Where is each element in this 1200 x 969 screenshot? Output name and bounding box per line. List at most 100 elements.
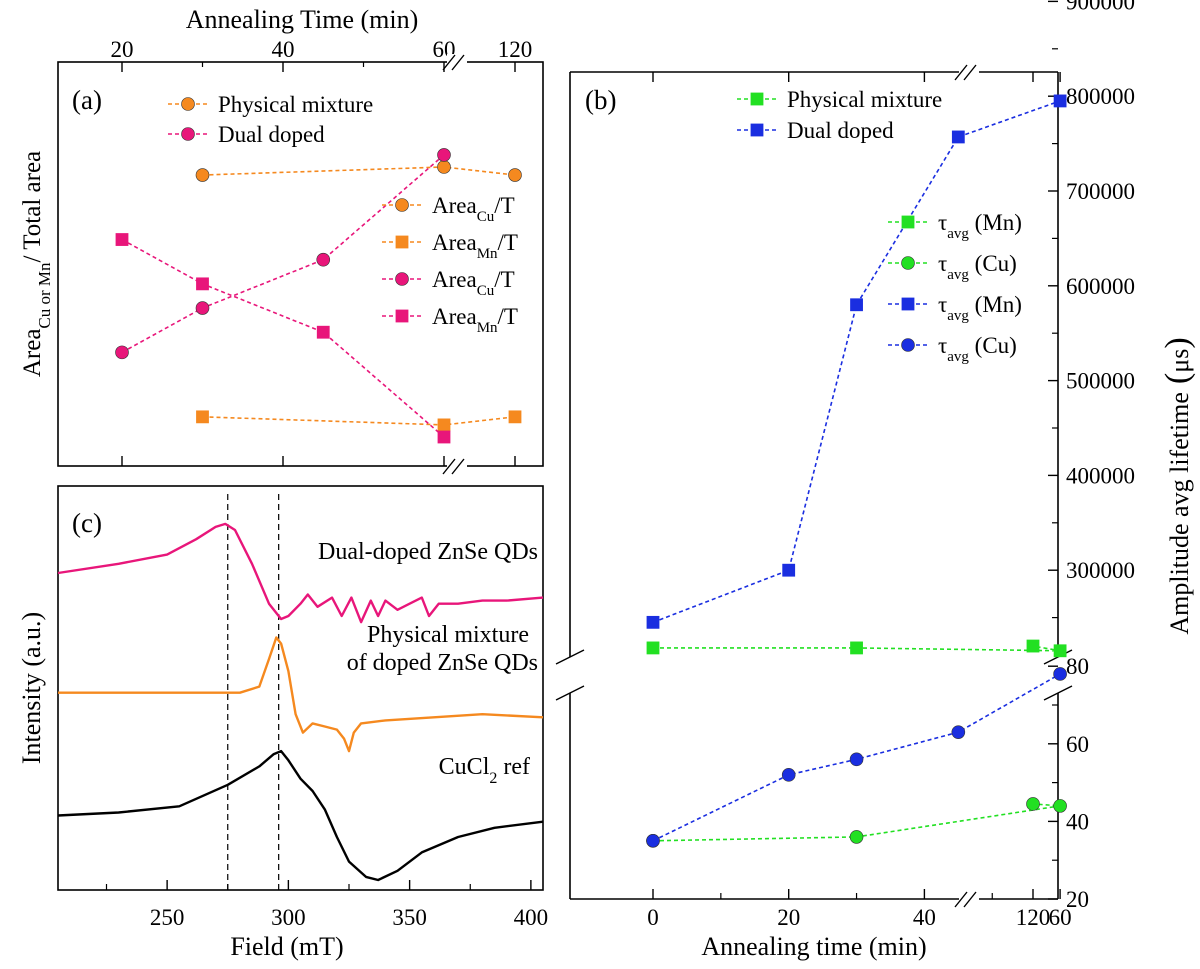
panel-a-x-tick-label: 20 [111,37,134,62]
panel-c-label-dual-doped: Dual-doped ZnSe QDs [318,539,538,565]
panel-a-legend-group-1: Dual doped [168,122,325,147]
panel-b-legend-group-0: Physical mixture [737,87,942,112]
panel-c-label: (c) [72,508,102,538]
panel-b-point [849,830,864,844]
panel-b-series-line [652,100,1061,624]
panel-a-y-axis-title: AreaCu or Mn/ Total area [19,151,54,377]
panel-a-point [316,252,331,267]
panel-a-legend-series-1-marker [395,235,409,249]
panel-b-y-tick-label: 80 [1066,654,1089,679]
panel-b-y-tick-label: 700000 [1066,179,1135,204]
panel-a-legend-group-0: Physical mixture [168,92,373,117]
panel-a-legend-series-3: AreaMn/T [382,304,518,336]
panel-a-series-line [121,238,445,438]
panel-a-point [437,148,451,162]
panel-b-y-tick-label: 600000 [1066,274,1135,299]
panel-b-legend-series-3: τavg (Cu) [888,333,1017,365]
panel-a-frame [57,61,544,467]
panel-b-y-tick-label: 400000 [1066,463,1135,488]
panel-b-x-tick-label: 40 [913,905,936,930]
panel-a-point [508,410,522,424]
panel-b-x-tick-label: 0 [647,905,659,930]
panel-b-y-tick-label: 900000 [1066,0,1135,14]
panel-a-legend-group-1-text: Dual doped [218,122,325,147]
panel-b-legend-series-3-text: τavg (Cu) [938,333,1017,365]
panel-c-label-physical-mixture-line1: Physical mixture [367,622,529,648]
panel-c-x-axis-title: Field (mT) [230,932,343,961]
panel-b-y-tick-label: 800000 [1066,84,1135,109]
panel-a-series-0 [195,160,522,182]
panel-b-legend-series-2-marker [901,297,915,311]
panel-a-point [437,418,451,432]
panel-a-point [115,233,129,246]
panel-a-legend: Physical mixture Dual doped AreaCu/T AreaMn… [168,92,518,336]
panel-a-x-tick-label: 120 [498,37,533,62]
panel-b-point [646,641,660,655]
panel-a-point [508,168,522,182]
panel-c-spectrum-0 [57,522,544,624]
panel-b-legend-series-2: τavg (Mn) [888,292,1022,324]
panel-b-y-axis-title: Amplitude avg lifetime(μs) [1159,337,1196,634]
panel-a-series-line [202,166,516,176]
panel-c-x-ticks: 250 300 350 400 [105,880,549,930]
panel-c-reference-lines [227,494,280,890]
panel-b-point [1053,799,1067,813]
panel-a-series-line [202,416,516,426]
panel-b-y-tick-label: 20 [1066,887,1089,912]
panel-b-legend-group-0-text: Physical mixture [787,87,942,112]
panel-b-x-tick-label: 60 [1049,905,1072,930]
panel-a-legend-series-0-text: AreaCu/T [432,193,515,225]
panel-b-series-3 [646,667,1067,848]
panel-b-y-axis-break [555,649,1073,701]
panel-b-point [1053,94,1067,108]
panel-b-x-tick-label: 120 [1016,905,1051,930]
panel-a-legend-series-1-text: AreaMn/T [432,230,518,262]
panel-a-point [195,168,210,182]
panel-c-label-cucl2-ref: CuCl2 ref [439,754,530,787]
panel-b-y-tick-label: 300000 [1066,558,1135,583]
panel-c-x-tick-label: 250 [150,905,185,930]
panel-b-point [646,833,660,848]
panel-a-legend-group-1-marker [181,127,195,141]
panel-c-y-axis-title: Intensity (a.u.) [17,612,46,764]
panel-b-point [646,615,660,629]
panel-a-legend-series-3-marker [395,309,409,323]
panel-a-point [115,345,129,360]
panel-a-point [195,301,210,315]
panel-c-spectrum-1 [58,636,544,753]
panel-a-legend-series-2: AreaCu/T [382,267,515,299]
panel-b-series-0 [646,639,1067,658]
panel-a-legend-series-1: AreaMn/T [382,230,518,262]
panel-c-label-physical-mixture-line2: of doped ZnSe QDs [347,650,538,676]
panel-a-legend-series-0: AreaCu/T [382,193,515,225]
panel-b-series-line [652,803,1061,842]
panel-b-point [849,752,864,767]
panel-b-point [1026,797,1040,811]
panel-a-legend-series-3-text: AreaMn/T [432,304,518,336]
panel-b-label: (b) [585,85,616,115]
panel-b-y-ticks: 300000 400000 500000 600000 700000 800000 9000… [1048,0,1135,912]
panel-a-point [196,410,209,424]
panel-b-legend-series-1-text: τavg (Cu) [938,251,1017,283]
panel-b-legend-series-2-text: τavg (Mn) [938,292,1022,324]
panel-b-point [1026,639,1040,653]
panel-a-point [196,277,209,291]
panel-b-series [646,94,1067,848]
panel-b-legend-group-1: Dual doped [737,118,894,143]
panel-b-legend-series-1-marker [901,256,915,270]
panel-b-series-line [653,645,1061,652]
panel-a-series-1 [196,410,522,432]
panel-a-point [437,430,451,444]
panel-b-point [782,563,796,577]
panel-a-legend-series-2-marker [395,272,409,286]
panel-b-legend-series-3-marker [901,338,915,352]
panel-b-legend-group-0-marker [750,92,764,106]
panel-a-legend-group-0-marker [181,97,195,111]
panel-c-x-tick-label: 400 [514,905,549,930]
panel-b-legend-group-1-marker [750,123,764,137]
panel-a-legend-group-0-text: Physical mixture [218,92,373,117]
panel-c-spectrum-2 [57,749,544,882]
